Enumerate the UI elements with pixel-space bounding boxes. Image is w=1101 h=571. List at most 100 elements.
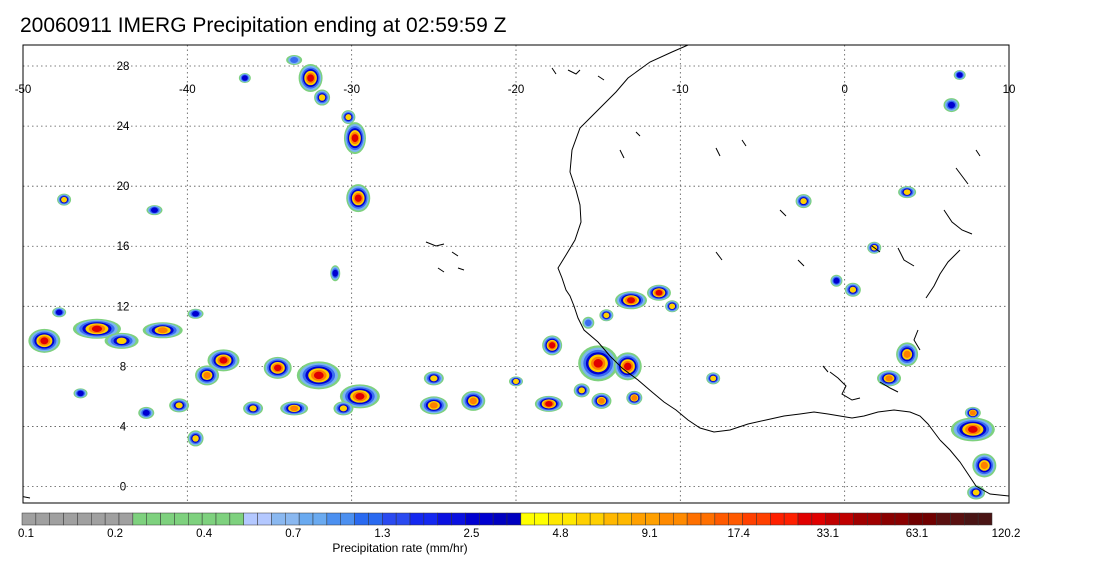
- colorbar-swatch: [811, 512, 826, 526]
- precip-cell: [290, 57, 299, 64]
- colorbar-label: 33.1: [816, 528, 840, 540]
- colorbar-swatch: [548, 512, 563, 526]
- precip-cell: [313, 371, 324, 380]
- precip-cell: [903, 189, 911, 195]
- colorbar-swatch: [742, 512, 757, 526]
- precip-cell: [339, 405, 348, 412]
- lat-label: 12: [117, 301, 130, 313]
- lat-label: 16: [117, 241, 130, 253]
- colorbar-swatch: [118, 512, 134, 526]
- precip-cell: [429, 402, 438, 409]
- precip-cell: [307, 74, 315, 82]
- colorbar-swatch: [880, 512, 896, 526]
- colorbar-swatch: [215, 512, 231, 526]
- precip-cell: [903, 350, 911, 359]
- colorbar-label: 4.8: [552, 528, 569, 540]
- colorbar-swatch: [285, 512, 300, 526]
- colorbar-swatch: [188, 512, 203, 526]
- colorbar-swatch: [21, 512, 37, 526]
- colorbar-swatch: [853, 512, 868, 526]
- colorbar-swatch: [77, 512, 92, 526]
- colorbar-swatch: [146, 512, 161, 526]
- map-title: 20060911 IMERG Precipitation ending at 0…: [20, 14, 507, 37]
- precip-cell: [956, 72, 963, 78]
- lat-label: 24: [117, 121, 130, 133]
- colorbar-swatch: [825, 512, 840, 526]
- colorbar-label: 0.7: [285, 528, 302, 540]
- colorbar-swatch: [91, 512, 106, 526]
- lat-label: 0: [120, 481, 126, 493]
- coastline-africa-west: [557, 45, 941, 441]
- colorbar-label: 120.2: [991, 528, 1021, 540]
- precip-cell: [241, 75, 248, 81]
- precip-cell: [655, 289, 663, 296]
- precip-cell: [192, 311, 200, 317]
- lon-label: 0: [841, 84, 847, 96]
- precip-cell: [969, 410, 976, 416]
- colorbar-swatch: [714, 512, 729, 526]
- colorbar-swatch: [659, 512, 674, 526]
- precip-cell: [61, 196, 68, 203]
- precip-cell: [593, 359, 603, 368]
- colorbar-swatch: [479, 512, 494, 526]
- precip-cell: [77, 390, 84, 397]
- colorbar-swatch: [631, 512, 646, 526]
- precip-cell: [603, 312, 610, 319]
- colorbar-swatch: [867, 512, 882, 526]
- colorbar-swatch: [312, 512, 328, 526]
- colorbar-swatch: [354, 512, 369, 526]
- colorbar-swatch: [728, 512, 743, 526]
- colorbar-swatch: [534, 512, 549, 526]
- precipitation-layer: [28, 55, 997, 500]
- precip-cell: [274, 364, 282, 372]
- precip-cell: [203, 372, 211, 379]
- colorbar-swatch: [589, 512, 605, 526]
- colorbar-swatch: [49, 512, 64, 526]
- precip-cell: [849, 286, 857, 293]
- colorbar-swatch: [326, 512, 341, 526]
- colorbar-title: Precipitation rate (mm/hr): [332, 541, 468, 555]
- colorbar-swatch: [271, 512, 286, 526]
- colorbar-label: 63.1: [905, 528, 929, 540]
- colorbar-swatch: [368, 512, 383, 526]
- precip-cell: [345, 114, 352, 121]
- colorbar-swatch: [340, 512, 355, 526]
- precip-cell: [332, 269, 338, 277]
- colorbar-swatch: [756, 512, 771, 526]
- lon-label: -40: [179, 84, 196, 96]
- coastline: [23, 45, 1009, 499]
- precip-cell: [800, 198, 807, 205]
- precip-cell: [669, 303, 676, 310]
- colorbar-swatch: [35, 512, 50, 526]
- precip-cell: [833, 277, 840, 284]
- lat-label: 8: [120, 361, 126, 373]
- precip-cell: [175, 402, 183, 409]
- colorbar-swatch: [104, 512, 120, 526]
- lon-label: 10: [1003, 84, 1016, 96]
- precip-cell: [55, 309, 63, 316]
- colorbar-swatch: [437, 512, 452, 526]
- colorbar-swatch: [382, 512, 397, 526]
- precip-cell: [584, 319, 592, 327]
- colorbar-label: 0.1: [18, 528, 34, 540]
- coastline-africa-central: [939, 439, 1009, 497]
- colorbar-label: 0.4: [196, 528, 213, 540]
- colorbar-label: 1.3: [374, 528, 391, 540]
- colorbar-swatch: [964, 512, 979, 526]
- colorbar-swatch: [797, 512, 813, 526]
- lon-label: -30: [343, 84, 360, 96]
- precip-cell: [290, 405, 299, 412]
- precip-cell: [142, 409, 150, 416]
- precip-cell: [549, 342, 556, 349]
- precip-cell: [967, 425, 978, 433]
- colorbar-swatch: [243, 512, 258, 526]
- colorbar-swatch: [201, 512, 217, 526]
- lat-label: 4: [120, 421, 127, 433]
- precip-cell: [972, 489, 980, 496]
- precip-cell: [598, 397, 605, 404]
- colorbar-swatch: [132, 512, 147, 526]
- colorbar-swatch: [839, 512, 854, 526]
- precip-cell: [430, 375, 438, 382]
- colorbar-swatch: [603, 512, 619, 526]
